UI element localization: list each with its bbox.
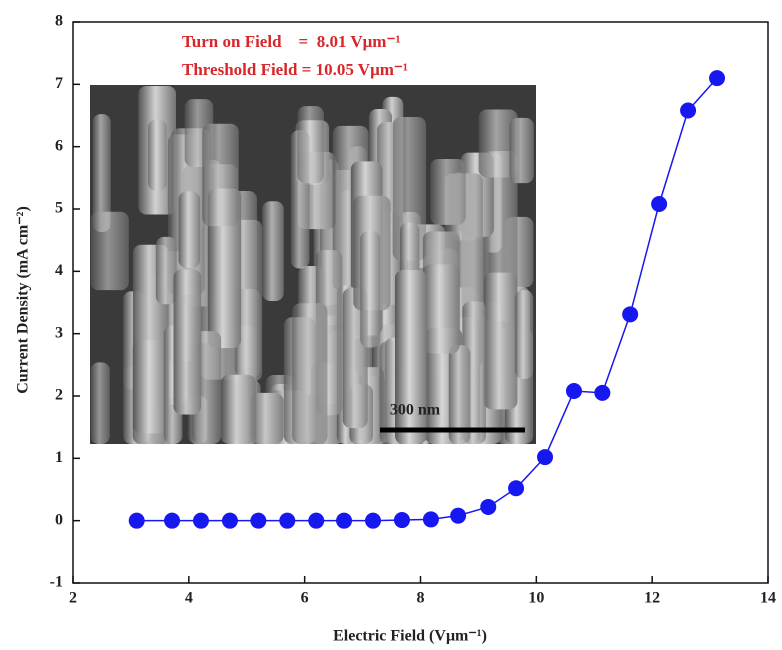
inset-texture	[297, 106, 324, 183]
inset-texture	[423, 264, 460, 353]
inset-texture	[91, 362, 110, 444]
y-tick-label: 3	[55, 324, 63, 341]
y-tick-label: 6	[55, 137, 63, 154]
x-tick-label: 6	[301, 590, 309, 607]
y-tick-label: 4	[55, 262, 63, 279]
x-tick-label: 10	[528, 590, 544, 607]
y-axis-label: Current Density (mA cm⁻²)	[15, 206, 32, 394]
data-point	[508, 480, 524, 496]
y-tick-label: -1	[50, 574, 63, 591]
data-point	[680, 103, 696, 119]
chart: 300 nm Turn on Field = 8.01 Vμm⁻¹ Thresh…	[0, 0, 782, 650]
data-point	[480, 499, 496, 515]
data-point	[423, 511, 439, 527]
y-tick-label: 5	[55, 200, 63, 217]
inset-texture	[91, 212, 129, 290]
data-point	[308, 513, 324, 529]
data-point	[566, 383, 582, 399]
inset-texture	[202, 124, 238, 226]
x-tick-label: 4	[185, 590, 193, 607]
x-tick-label: 8	[417, 590, 425, 607]
data-point	[622, 306, 638, 322]
data-point	[394, 512, 410, 528]
data-point	[651, 196, 667, 212]
inset-image	[90, 85, 536, 444]
x-tick-label: 14	[760, 590, 776, 607]
page: 300 nm Turn on Field = 8.01 Vμm⁻¹ Thresh…	[0, 0, 782, 650]
inset-texture	[262, 201, 284, 301]
inset-texture	[515, 290, 533, 379]
data-point	[450, 508, 466, 524]
inset-texture	[148, 120, 167, 191]
data-point	[250, 513, 266, 529]
inset-texture	[484, 273, 518, 410]
x-tick-label: 12	[644, 590, 660, 607]
inset-texture	[360, 231, 380, 348]
data-point	[709, 70, 725, 86]
x-axis-label: Electric Field (Vμm⁻¹)	[333, 628, 487, 645]
data-point	[336, 513, 352, 529]
annotation: Threshold Field = 10.05 Vμm⁻¹	[182, 60, 408, 79]
inset-texture	[430, 159, 466, 225]
y-tick-label: 8	[55, 13, 63, 30]
inset-texture	[221, 375, 256, 444]
inset-texture	[292, 303, 327, 444]
y-tick-label: 1	[55, 449, 63, 466]
inset-texture	[179, 191, 201, 268]
data-point	[279, 513, 295, 529]
x-tick-label: 2	[69, 590, 77, 607]
inset-texture	[509, 118, 533, 183]
annotation: Turn on Field = 8.01 Vμm⁻¹	[182, 32, 401, 51]
data-point	[365, 513, 381, 529]
y-tick-label: 0	[55, 511, 63, 528]
data-point	[594, 385, 610, 401]
data-point	[222, 513, 238, 529]
inset-texture	[174, 269, 202, 414]
data-point	[129, 513, 145, 529]
data-point	[537, 449, 553, 465]
y-tick-label: 7	[55, 75, 63, 92]
inset-texture	[156, 237, 177, 304]
y-tick-label: 2	[55, 387, 63, 404]
scale-label: 300 nm	[390, 402, 441, 419]
data-point	[164, 513, 180, 529]
data-point	[193, 513, 209, 529]
